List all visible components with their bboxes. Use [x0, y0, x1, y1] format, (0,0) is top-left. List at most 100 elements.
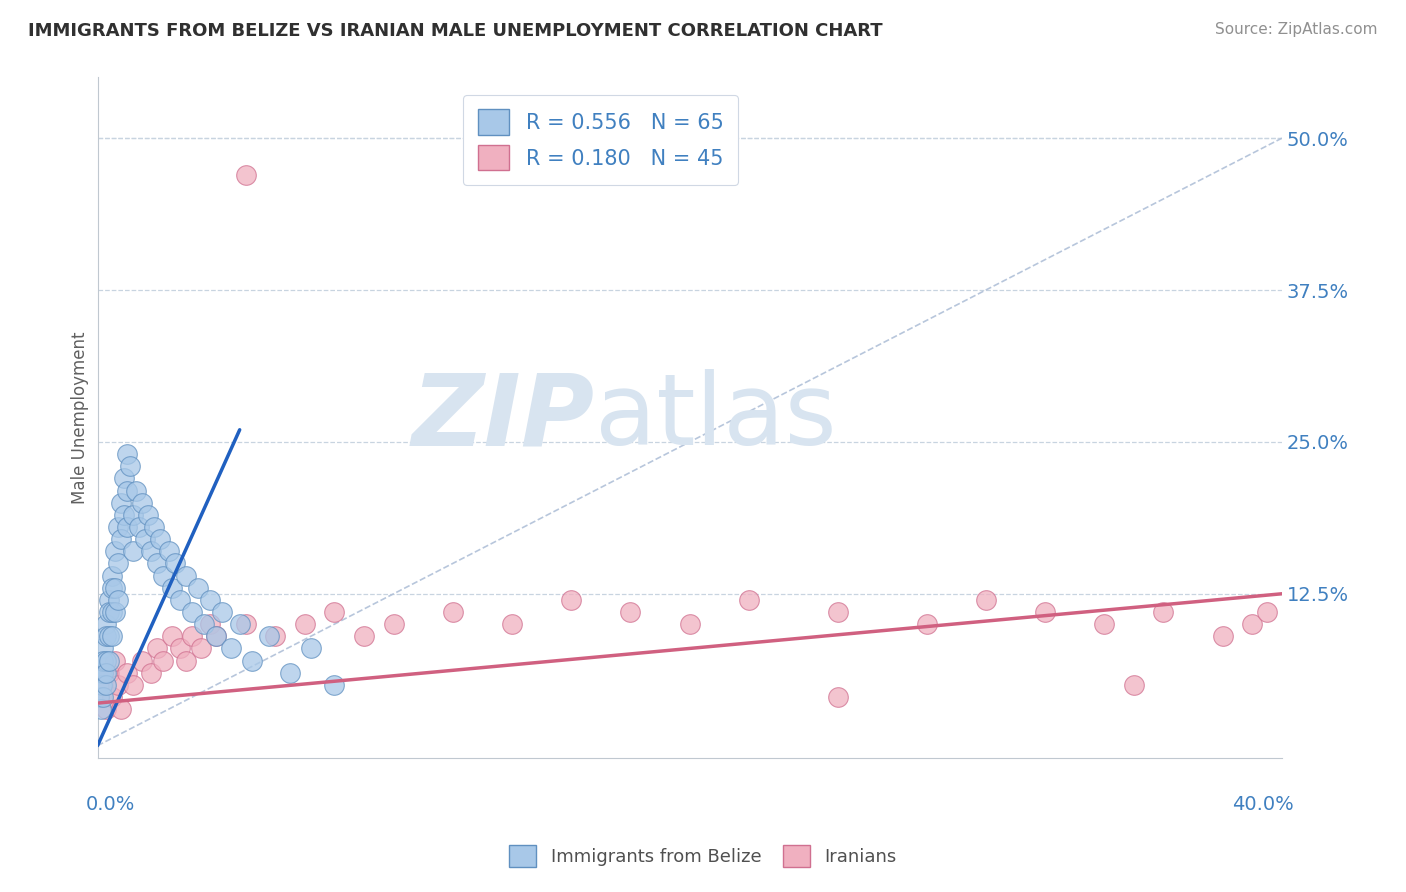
- Point: [104, 544, 127, 558]
- Legend: R = 0.556   N = 65, R = 0.180   N = 45: R = 0.556 N = 65, R = 0.180 N = 45: [463, 95, 738, 185]
- Point: [190, 641, 212, 656]
- Legend: Immigrants from Belize, Iranians: Immigrants from Belize, Iranians: [502, 838, 904, 874]
- Point: [827, 690, 849, 704]
- Point: [211, 605, 233, 619]
- Point: [96, 678, 118, 692]
- Text: Source: ZipAtlas.com: Source: ZipAtlas.com: [1215, 22, 1378, 37]
- Point: [96, 617, 118, 632]
- Point: [107, 520, 129, 534]
- Point: [146, 641, 169, 656]
- Text: IMMIGRANTS FROM BELIZE VS IRANIAN MALE UNEMPLOYMENT CORRELATION CHART: IMMIGRANTS FROM BELIZE VS IRANIAN MALE U…: [28, 22, 883, 40]
- Point: [107, 678, 129, 692]
- Point: [122, 508, 145, 522]
- Point: [107, 592, 129, 607]
- Point: [176, 568, 198, 582]
- Point: [96, 665, 118, 680]
- Point: [382, 617, 405, 632]
- Point: [235, 168, 257, 182]
- Point: [160, 581, 183, 595]
- Point: [112, 471, 135, 485]
- Point: [160, 629, 183, 643]
- Point: [181, 629, 204, 643]
- Point: [146, 557, 169, 571]
- Point: [87, 690, 110, 704]
- Point: [110, 496, 132, 510]
- Point: [125, 483, 148, 498]
- Point: [98, 654, 121, 668]
- Point: [187, 581, 209, 595]
- Point: [115, 483, 138, 498]
- Point: [104, 581, 127, 595]
- Point: [278, 665, 301, 680]
- Point: [139, 665, 162, 680]
- Point: [193, 617, 215, 632]
- Point: [1033, 605, 1056, 619]
- Point: [198, 592, 221, 607]
- Point: [120, 459, 142, 474]
- Point: [219, 641, 242, 656]
- Point: [974, 592, 997, 607]
- Text: 0.0%: 0.0%: [86, 795, 135, 814]
- Point: [915, 617, 938, 632]
- Point: [115, 520, 138, 534]
- Point: [679, 617, 702, 632]
- Point: [91, 678, 114, 692]
- Point: [110, 532, 132, 546]
- Point: [149, 532, 172, 546]
- Point: [259, 629, 281, 643]
- Point: [353, 629, 375, 643]
- Point: [115, 447, 138, 461]
- Point: [115, 665, 138, 680]
- Text: 40.0%: 40.0%: [1232, 795, 1294, 814]
- Point: [738, 592, 761, 607]
- Text: ZIP: ZIP: [412, 369, 595, 467]
- Point: [205, 629, 228, 643]
- Point: [122, 678, 145, 692]
- Point: [131, 654, 153, 668]
- Point: [128, 520, 150, 534]
- Point: [93, 690, 115, 704]
- Point: [501, 617, 523, 632]
- Point: [101, 581, 124, 595]
- Point: [441, 605, 464, 619]
- Point: [1122, 678, 1144, 692]
- Point: [169, 641, 191, 656]
- Point: [104, 605, 127, 619]
- Point: [96, 702, 118, 716]
- Point: [136, 508, 159, 522]
- Point: [101, 605, 124, 619]
- Point: [90, 690, 112, 704]
- Point: [93, 665, 115, 680]
- Point: [323, 678, 346, 692]
- Point: [205, 629, 228, 643]
- Point: [619, 605, 641, 619]
- Text: atlas: atlas: [595, 369, 837, 467]
- Point: [101, 629, 124, 643]
- Y-axis label: Male Unemployment: Male Unemployment: [72, 331, 89, 504]
- Point: [142, 520, 165, 534]
- Point: [181, 605, 204, 619]
- Point: [294, 617, 316, 632]
- Point: [827, 605, 849, 619]
- Point: [98, 592, 121, 607]
- Point: [1212, 629, 1234, 643]
- Point: [152, 654, 174, 668]
- Point: [1256, 605, 1278, 619]
- Point: [107, 557, 129, 571]
- Point: [98, 629, 121, 643]
- Point: [90, 665, 112, 680]
- Point: [122, 544, 145, 558]
- Point: [264, 629, 287, 643]
- Point: [198, 617, 221, 632]
- Point: [112, 508, 135, 522]
- Point: [1152, 605, 1174, 619]
- Point: [157, 544, 180, 558]
- Point: [176, 654, 198, 668]
- Point: [134, 532, 156, 546]
- Point: [560, 592, 582, 607]
- Point: [235, 617, 257, 632]
- Point: [93, 678, 115, 692]
- Point: [228, 617, 250, 632]
- Point: [1241, 617, 1264, 632]
- Point: [299, 641, 322, 656]
